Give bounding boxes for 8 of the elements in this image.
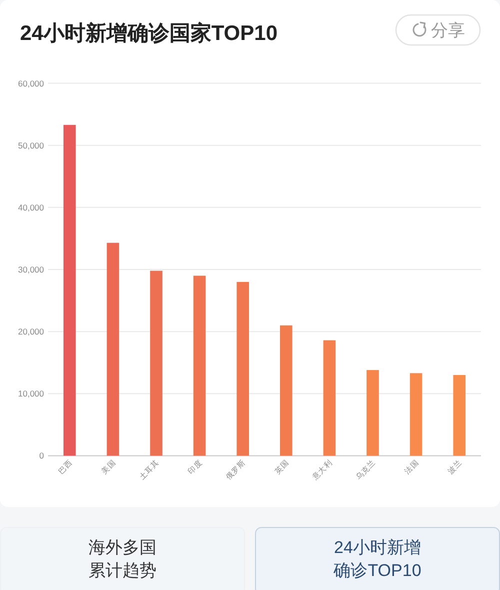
- y-tick-label: 60,000: [18, 78, 44, 88]
- y-tick-label: 20,000: [18, 326, 44, 337]
- title: 24小时新增确诊国家TOP10: [20, 22, 278, 45]
- y-tick-label: 10,000: [18, 388, 44, 399]
- y-tick-label: 40,000: [18, 202, 44, 212]
- y-tick-label: 0: [39, 450, 44, 461]
- y-tick-label: 30,000: [18, 264, 44, 274]
- y-tick-label: 50,000: [18, 140, 44, 150]
